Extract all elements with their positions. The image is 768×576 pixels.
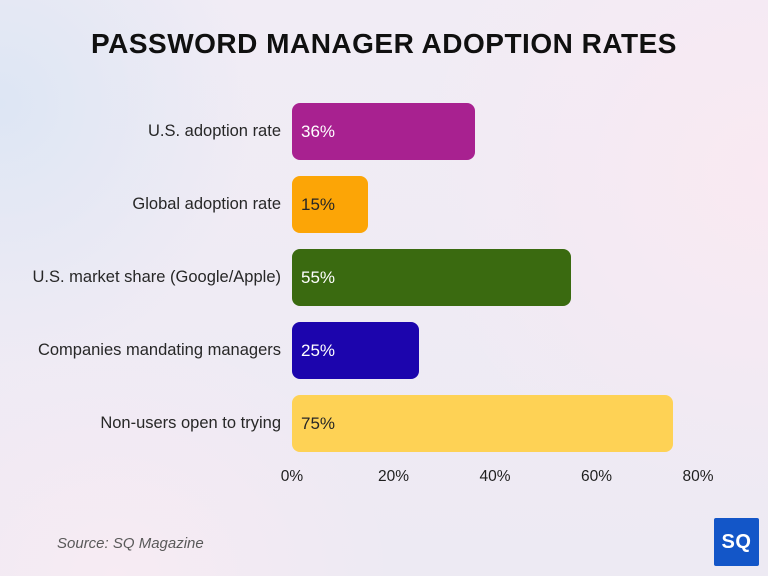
- plot-area: 55%: [292, 249, 698, 306]
- plot-area: 36%: [292, 103, 698, 160]
- bar: 36%: [292, 103, 475, 160]
- page-title: PASSWORD MANAGER ADOPTION RATES: [91, 28, 677, 59]
- bar-chart: U.S. adoption rate 36% Global adoption rat…: [0, 103, 768, 488]
- category-label: U.S. market share (Google/Apple): [32, 268, 281, 286]
- source-caption: Source: SQ Magazine: [57, 535, 204, 552]
- plot-area: 75%: [292, 395, 698, 452]
- bar-value-label: 36%: [301, 121, 336, 141]
- bar-value-label: 55%: [301, 267, 336, 287]
- category-label: Companies mandating managers: [37, 341, 281, 359]
- x-axis-tick-label: 40%: [479, 468, 511, 485]
- x-axis-tick-label: 0%: [280, 468, 304, 485]
- bar-rows: U.S. adoption rate 36% Global adoption rat…: [0, 103, 768, 452]
- plot-area: 25%: [292, 322, 698, 379]
- bar: 15%: [292, 176, 369, 233]
- bar-value-label: 25%: [301, 340, 336, 360]
- x-axis-tick-label: 80%: [682, 468, 714, 485]
- bar-row: Global adoption rate 15%: [0, 176, 768, 233]
- sq-logo-text: SQ: [721, 530, 752, 553]
- sq-logo: SQ: [714, 518, 759, 566]
- bar-value-label: 15%: [301, 194, 336, 214]
- bar-row: U.S. adoption rate 36%: [0, 103, 768, 160]
- bar-value-label: 75%: [301, 413, 336, 433]
- bar-row: U.S. market share (Google/Apple) 55%: [0, 249, 768, 306]
- bar-row: Companies mandating managers 25%: [0, 322, 768, 379]
- bar-row: Non-users open to trying 75%: [0, 395, 768, 452]
- x-axis-tick-label: 60%: [580, 468, 613, 485]
- bar: 55%: [292, 249, 572, 306]
- category-label: Global adoption rate: [132, 195, 281, 213]
- x-axis: 0% 20% 40% 60% 80%: [281, 468, 714, 488]
- bar: 75%: [292, 395, 673, 452]
- category-label: U.S. adoption rate: [148, 122, 281, 140]
- bar: 25%: [292, 322, 419, 379]
- category-label: Non-users open to trying: [100, 414, 281, 432]
- plot-area: 15%: [292, 176, 698, 233]
- x-axis-tick-label: 20%: [377, 468, 410, 485]
